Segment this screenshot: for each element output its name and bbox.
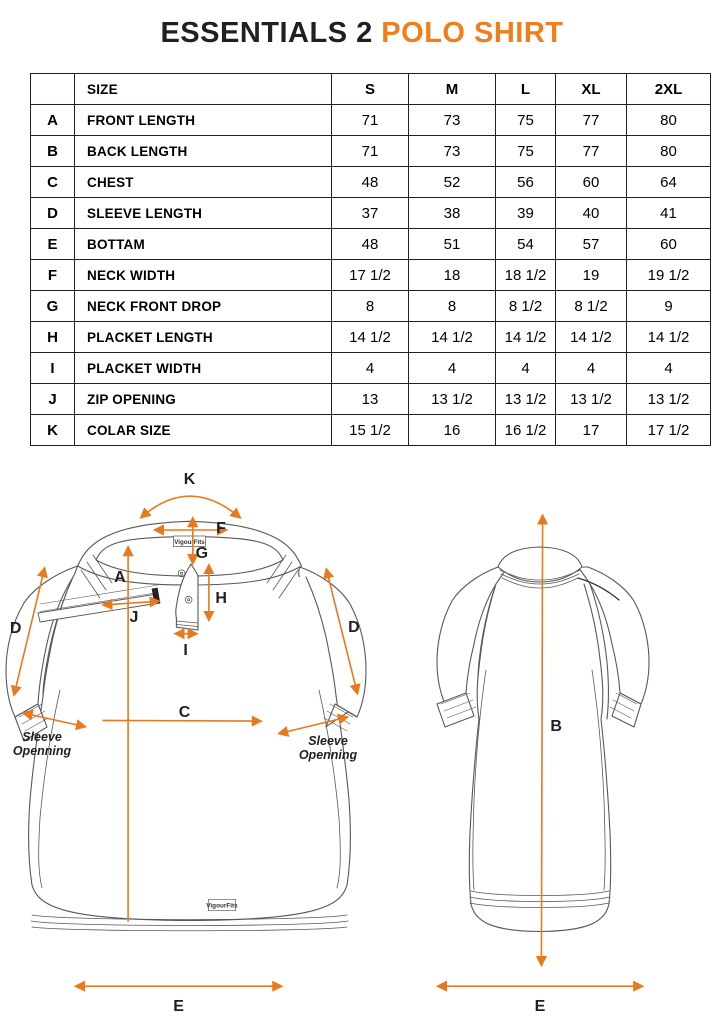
svg-text:VigourFits: VigourFits — [206, 902, 238, 909]
